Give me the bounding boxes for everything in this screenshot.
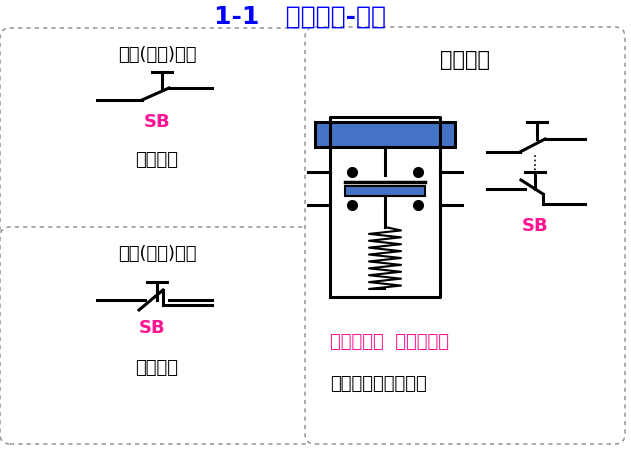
Text: 复合按钮：  常开按钮和: 复合按钮： 常开按钮和 [330, 333, 449, 351]
Bar [345, 186, 425, 196]
Text: 常开(动合)按钮: 常开(动合)按钮 [118, 46, 196, 64]
Text: SB: SB [144, 113, 170, 131]
FancyBboxPatch shape [0, 227, 314, 444]
Text: 1-1   控制器件-按钮: 1-1 控制器件-按钮 [214, 5, 386, 29]
Text: 常闭(动断)按钮: 常闭(动断)按钮 [118, 245, 196, 263]
Text: 电路符号: 电路符号 [136, 151, 179, 169]
FancyBboxPatch shape [0, 28, 314, 240]
Text: SB: SB [139, 319, 165, 337]
Bar [315, 122, 455, 147]
FancyBboxPatch shape [305, 27, 625, 444]
Text: 电路符号: 电路符号 [136, 359, 179, 377]
Text: 常闭按钮做在一起。: 常闭按钮做在一起。 [330, 375, 427, 393]
Text: 复合按钮: 复合按钮 [440, 50, 490, 70]
Text: SB: SB [522, 217, 548, 235]
